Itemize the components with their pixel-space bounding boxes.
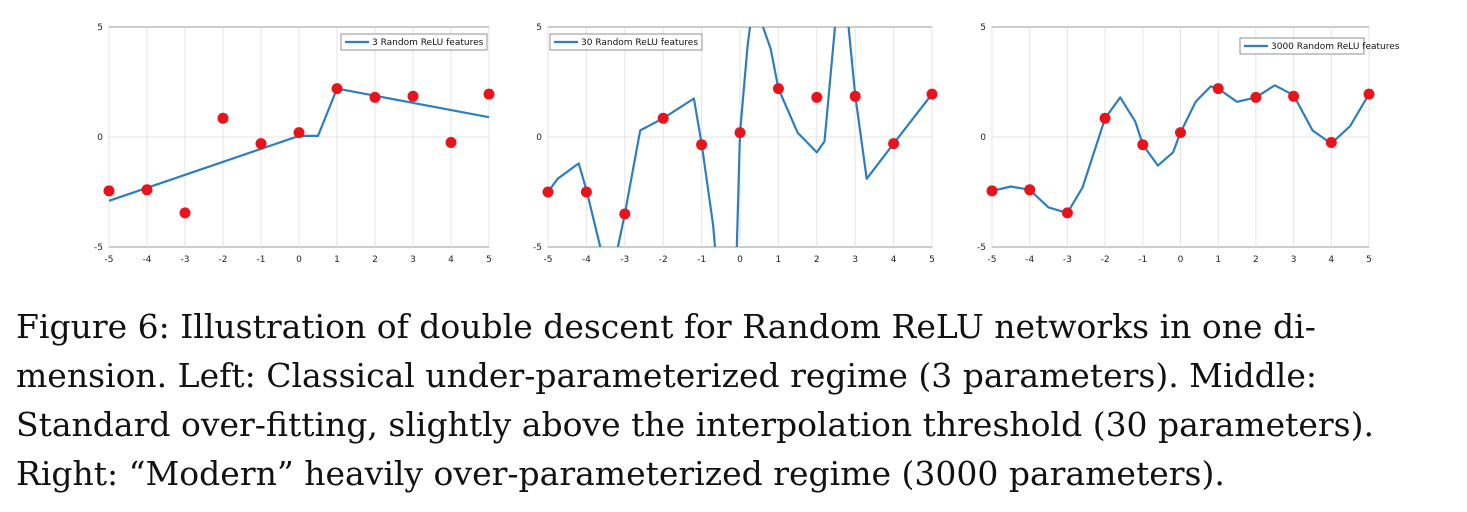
caption-line: Figure 6: Illustration of double descent… [16,307,1316,346]
data-point [217,112,229,124]
x-tick-label: -2 [1101,255,1110,265]
x-tick-label: -4 [143,255,152,265]
data-point [141,184,153,196]
y-tick-label: 0 [536,133,542,143]
legend-box [549,33,703,51]
data-point [772,83,784,95]
x-tick-label: -1 [257,255,266,265]
data-point [407,90,419,102]
chart-panel-3: -5 -4 -3 -2 -1 0 1 2 3 4 5 5 0 -5 3000 Random ReLU fea… [977,23,1400,265]
data-point [657,112,669,124]
x-tick-label: 4 [891,255,897,265]
figure-charts: -5 -4 -3 -2 -1 0 1 2 3 4 5 5 0 -5 3 Random ReLU featur… [94,23,1400,265]
y-tick-label: -5 [533,243,542,253]
y-tick-label: 5 [97,23,103,33]
x-tick-label: 3 [1291,255,1297,265]
x-tick-label: -5 [105,255,114,265]
data-point [811,91,823,103]
data-point [293,127,305,139]
data-point [1061,207,1073,219]
data-point [734,127,746,139]
x-tick-label: 4 [1328,255,1334,265]
data-point [1212,83,1224,95]
x-tick-label: 5 [486,255,492,265]
x-tick-label: -3 [620,255,629,265]
series-line [109,87,489,202]
x-tick-label: 1 [776,255,782,265]
data-point [1099,112,1111,124]
x-tick-label: 2 [372,255,378,265]
data-point [1137,139,1149,151]
x-tick-label: -4 [582,255,591,265]
figure-caption: Figure 6: Illustration of double descent… [16,302,1456,498]
x-tick-label: -5 [544,255,553,265]
data-point [926,88,938,100]
data-point [580,186,592,198]
x-tick-label: -2 [219,255,228,265]
data-point [1175,127,1186,139]
legend-label: 3000 Random ReLU features [1271,42,1400,52]
x-tick-label: -2 [659,255,668,265]
data-point [179,207,191,219]
data-point [986,185,998,197]
legend-box [1239,37,1365,55]
y-tick-label: 5 [980,23,986,33]
x-tick-label: 3 [852,255,858,265]
chart-panel-2: -5 -4 -3 -2 -1 0 1 2 3 4 5 5 0 -5 30 Random ReLU featu… [533,23,938,265]
x-tick-label: 2 [1253,255,1259,265]
data-point [483,88,495,100]
y-tick-label: 5 [536,23,542,33]
x-tick-label: 4 [448,255,454,265]
data-point [445,137,457,148]
x-tick-label: 5 [1366,255,1372,265]
x-tick-label: -1 [1138,255,1147,265]
data-point [619,208,631,220]
data-point [1024,184,1036,196]
data-point [1288,90,1300,102]
x-tick-label: 1 [1215,255,1221,265]
x-tick-label: -5 [988,255,997,265]
data-point [1363,88,1375,100]
x-tick-label: 3 [410,255,416,265]
legend-label: 3 Random ReLU features [372,38,484,48]
y-tick-label: -5 [94,243,103,253]
x-tick-label: 2 [814,255,820,265]
data-point [888,138,900,150]
y-tick-label: -5 [977,243,986,253]
caption-line: mension. Left: Classical under-parameter… [16,356,1317,395]
data-point [331,83,343,95]
data-point [542,186,554,198]
legend: 30 Random ReLU features [549,33,703,51]
x-tick-label: 0 [296,255,302,265]
caption-line: Right: “Modern” heavily over-parameteriz… [16,454,1225,493]
caption-line: Standard over-fitting, slightly above th… [16,405,1374,444]
legend-box [340,33,488,51]
y-tick-label: 0 [980,133,986,143]
x-tick-label: 1 [334,255,340,265]
x-tick-label: 5 [929,255,935,265]
data-point [1250,91,1262,103]
data-point [103,185,115,197]
x-tick-label: -4 [1025,255,1034,265]
x-tick-label: 0 [737,255,743,265]
x-tick-label: -1 [697,255,706,265]
data-point [369,91,381,103]
data-point [255,138,267,150]
data-point [849,90,861,102]
y-tick-label: 0 [97,133,103,143]
x-tick-label: 0 [1178,255,1184,265]
x-tick-label: -3 [1063,255,1072,265]
data-point [696,139,708,151]
legend: 3000 Random ReLU features [1239,37,1400,55]
data-point [1325,137,1337,148]
legend: 3 Random ReLU features [340,33,488,51]
legend-label: 30 Random ReLU features [581,38,698,48]
x-tick-label: -3 [181,255,190,265]
chart-panel-1: -5 -4 -3 -2 -1 0 1 2 3 4 5 5 0 -5 3 Random ReLU featur… [94,23,495,265]
